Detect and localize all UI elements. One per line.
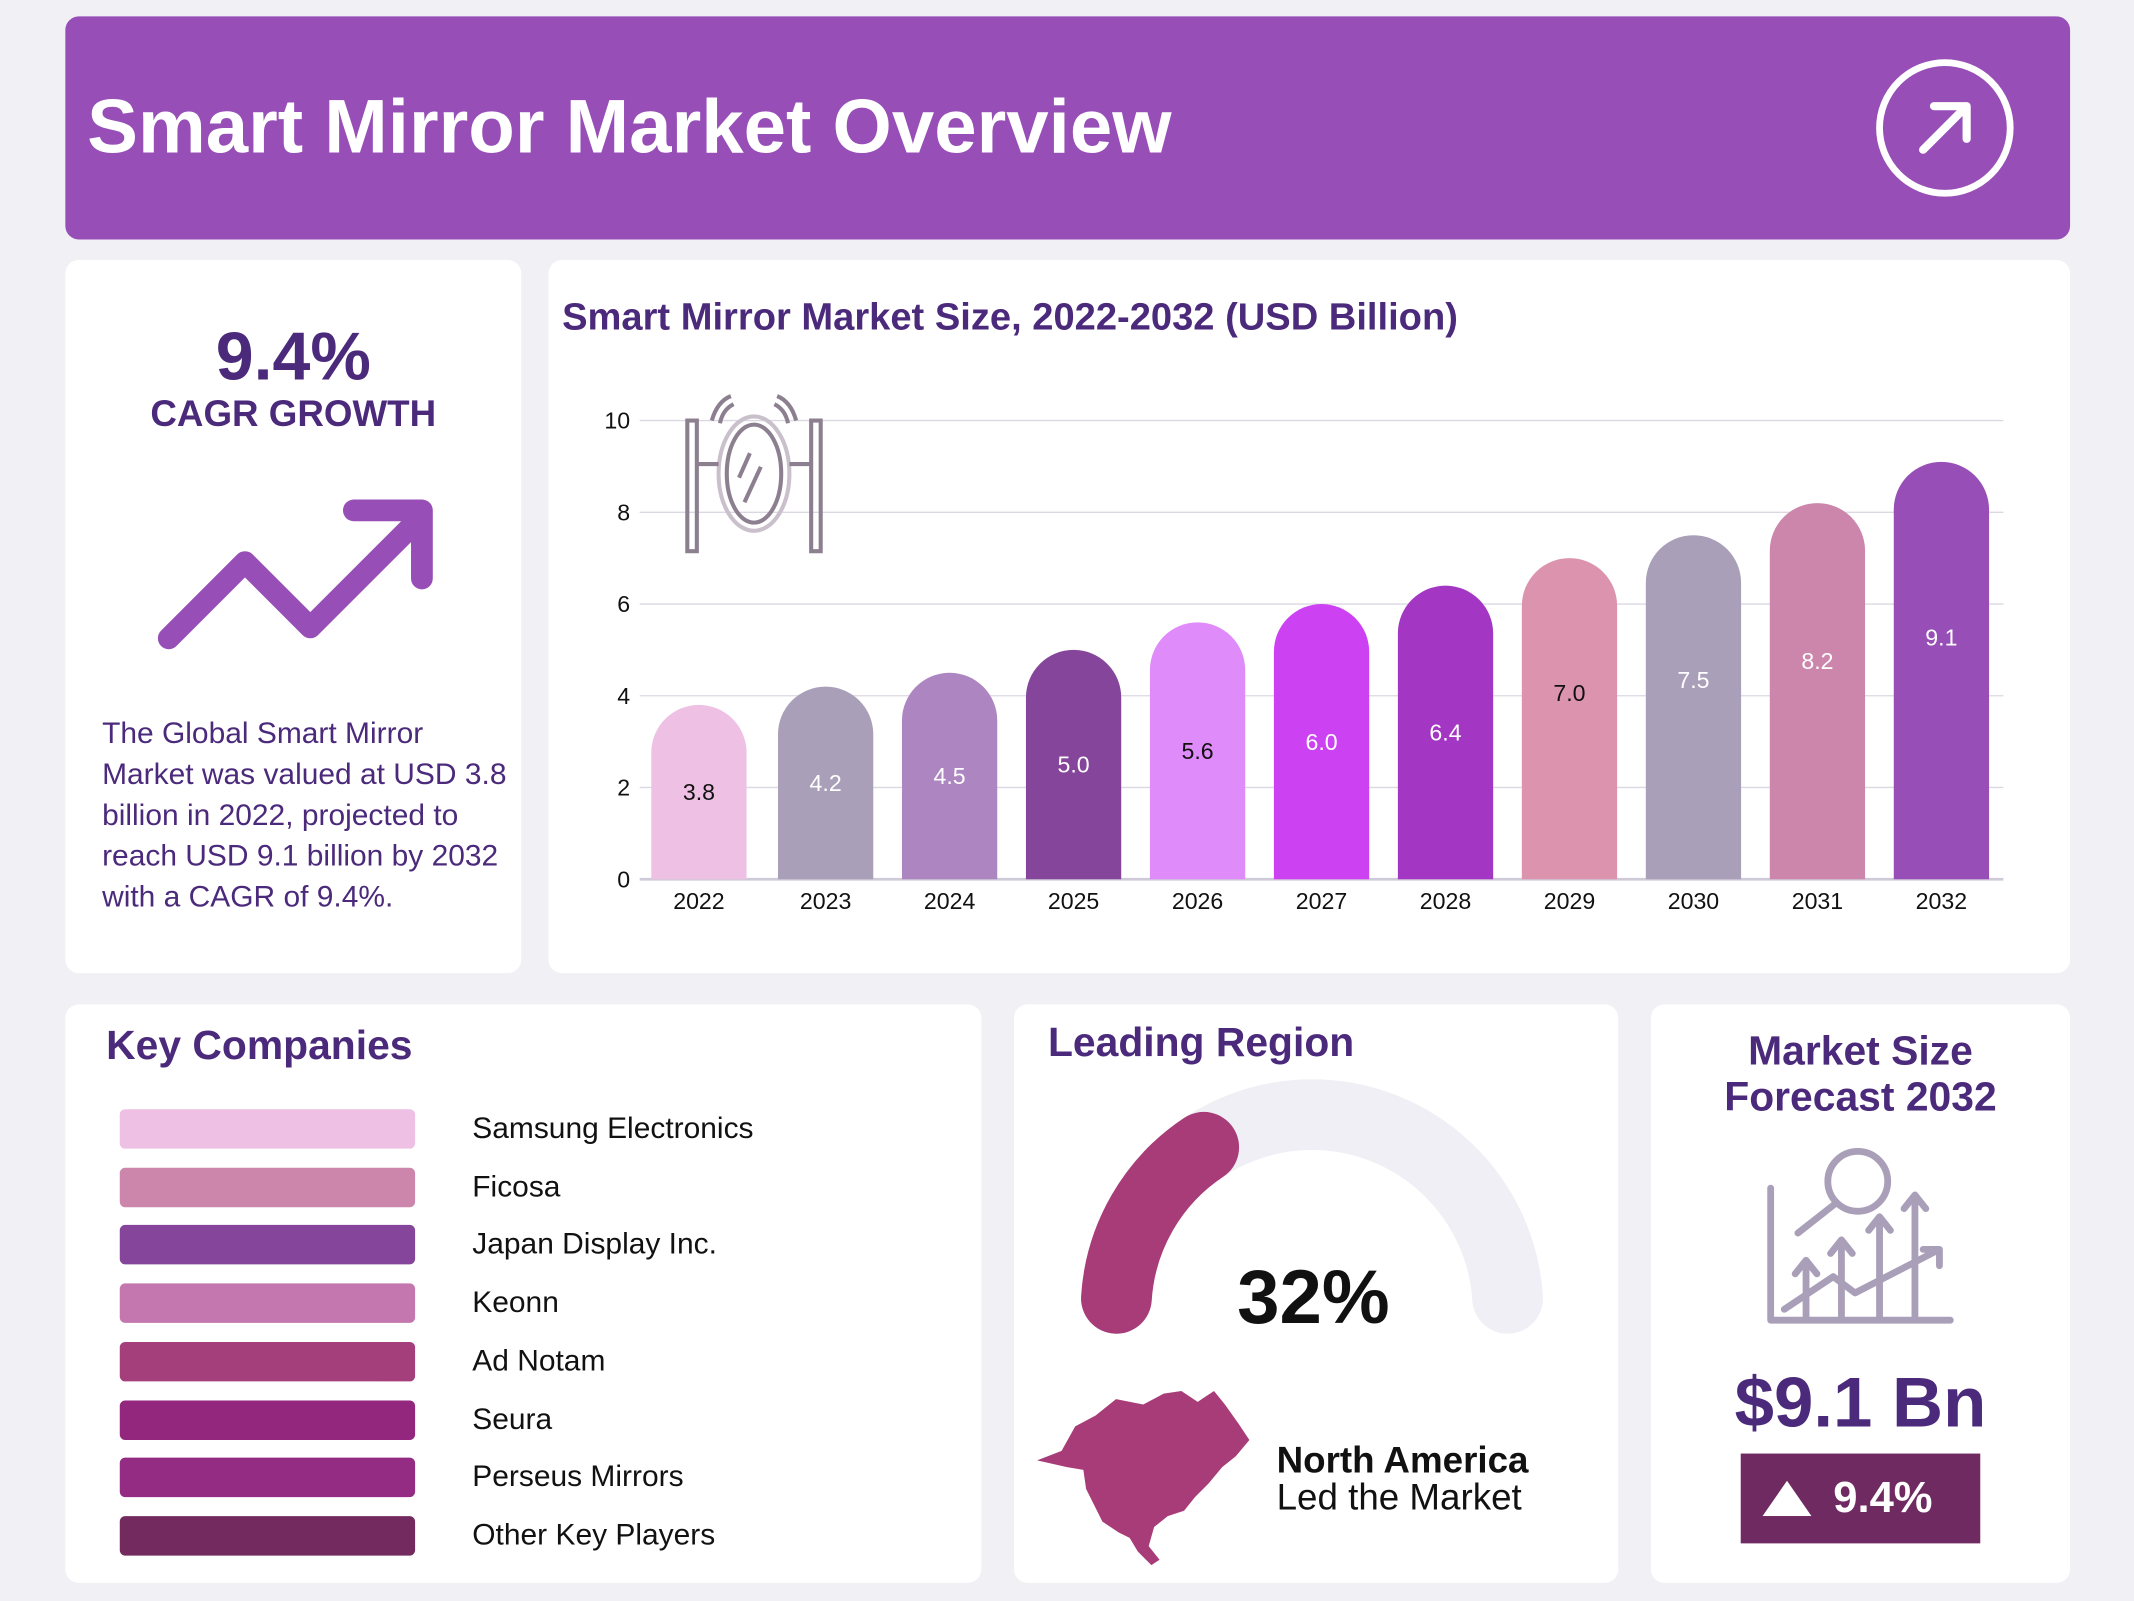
y-tick-label: 6 <box>617 591 630 617</box>
x-tick-label: 2029 <box>1544 888 1595 914</box>
x-tick-label: 2030 <box>1668 888 1719 914</box>
bar-2027 <box>1273 604 1370 880</box>
company-name: Samsung Electronics <box>472 1110 754 1145</box>
y-tick-label: 0 <box>617 866 630 892</box>
bar-value-label: 4.5 <box>934 763 966 789</box>
company-name: Ad Notam <box>472 1343 606 1378</box>
cagr-value: 9.4% <box>215 318 371 395</box>
bar-value-label: 7.0 <box>1553 680 1585 706</box>
bar-2032 <box>1893 461 1990 880</box>
region-name: North America <box>1276 1439 1529 1481</box>
bar-value-label: 6.0 <box>1305 729 1337 755</box>
bar-chart: 0 2 4 6 8 10 3.8 2022 4.2 2023 4.5 2024 5.0 2025 5.6 20… <box>604 394 2004 914</box>
leading-region-title: Leading Region <box>1047 1020 1355 1066</box>
bar-value-label: 7.5 <box>1677 667 1709 693</box>
company-name: Ficosa <box>472 1168 561 1203</box>
header-banner: Smart Mirror Market Overview <box>65 16 2071 240</box>
triangle-up-icon <box>1762 1480 1812 1517</box>
y-tick-label: 10 <box>604 408 630 434</box>
company-name: Seura <box>472 1401 553 1436</box>
forecast-title-line1: Market Size <box>1748 1028 1973 1074</box>
bar-2025 <box>1025 649 1122 880</box>
smart-mirror-icon <box>685 394 823 554</box>
bar-2026 <box>1149 622 1246 880</box>
trend-up-arrow-icon <box>157 499 433 650</box>
bar-2023 <box>777 686 874 880</box>
bar-value-label: 4.2 <box>810 770 842 796</box>
key-companies-card: Key Companies Samsung Electronics Ficosa J… <box>65 1004 982 1583</box>
bar-value-label: 8.2 <box>1801 648 1833 674</box>
north-america-map-icon <box>1037 1390 1250 1566</box>
bar-value-label: 5.6 <box>1181 738 1213 764</box>
gauge-fill <box>1081 1111 1240 1334</box>
forecast-card: Market Size Forecast 2032 $9.1 Bn 9.4% <box>1650 1004 2071 1583</box>
region-subtitle: Led the Market <box>1276 1476 1522 1518</box>
company-name: Perseus Mirrors <box>472 1459 684 1494</box>
legend-swatch <box>119 1399 416 1440</box>
page-title: Smart Mirror Market Overview <box>87 83 1172 169</box>
x-tick-label: 2026 <box>1172 888 1223 914</box>
forecast-title-line2: Forecast 2032 <box>1724 1075 1997 1121</box>
cagr-description: The Global Smart Mirror Market was value… <box>102 715 507 914</box>
bar-2028 <box>1397 585 1494 880</box>
region-share-gauge <box>1081 1079 1543 1334</box>
market-size-chart-card: Smart Mirror Market Size, 2022-2032 (USD… <box>548 259 2071 974</box>
bar-2031 <box>1769 503 1866 880</box>
legend-swatch <box>119 1283 416 1324</box>
arrow-up-right-circle-icon[interactable] <box>1874 57 2016 199</box>
bar-value-label: 9.1 <box>1925 624 1957 650</box>
company-name: Other Key Players <box>472 1517 716 1552</box>
bar-2030 <box>1645 535 1742 880</box>
growth-chart-magnifier-icon <box>1767 1148 1954 1324</box>
x-tick-label: 2022 <box>673 888 724 914</box>
x-tick-label: 2031 <box>1792 888 1843 914</box>
legend-swatch <box>119 1516 416 1556</box>
legend-swatch <box>119 1225 416 1265</box>
cagr-label: CAGR GROWTH <box>150 393 437 435</box>
bar-2029 <box>1521 558 1618 880</box>
y-tick-label: 2 <box>617 775 630 801</box>
leading-region-card: Leading Region 32% North America Led the… <box>1013 1004 1619 1583</box>
company-name: Japan Display Inc. <box>472 1226 717 1261</box>
chart-title: Smart Mirror Market Size, 2022-2032 (USD… <box>562 295 1458 338</box>
bar-value-label: 5.0 <box>1058 752 1090 778</box>
x-tick-label: 2032 <box>1916 888 1967 914</box>
bar-2024 <box>901 672 998 880</box>
bar-value-label: 6.4 <box>1429 720 1461 746</box>
x-tick-label: 2028 <box>1420 888 1471 914</box>
key-companies-title: Key Companies <box>106 1023 413 1069</box>
growth-badge: 9.4% <box>1740 1453 1981 1544</box>
company-name: Keonn <box>472 1284 559 1319</box>
forecast-value: $9.1 Bn <box>1734 1363 1987 1443</box>
y-tick-label: 8 <box>617 499 630 525</box>
bar-2022 <box>651 704 747 880</box>
growth-value: 9.4% <box>1833 1472 1933 1522</box>
x-tick-label: 2025 <box>1048 888 1099 914</box>
legend-swatch <box>119 1109 416 1149</box>
y-tick-label: 4 <box>617 683 630 709</box>
cagr-card: 9.4% CAGR GROWTH The Global Smart Mirror… <box>65 259 522 974</box>
region-percent: 32% <box>1237 1253 1390 1340</box>
x-tick-label: 2024 <box>924 888 976 914</box>
bar-value-label: 3.8 <box>683 779 715 805</box>
legend-swatch <box>119 1341 416 1382</box>
legend-swatch <box>119 1167 416 1207</box>
x-tick-label: 2027 <box>1296 888 1347 914</box>
legend-swatch <box>119 1457 416 1498</box>
x-tick-label: 2023 <box>800 888 851 914</box>
